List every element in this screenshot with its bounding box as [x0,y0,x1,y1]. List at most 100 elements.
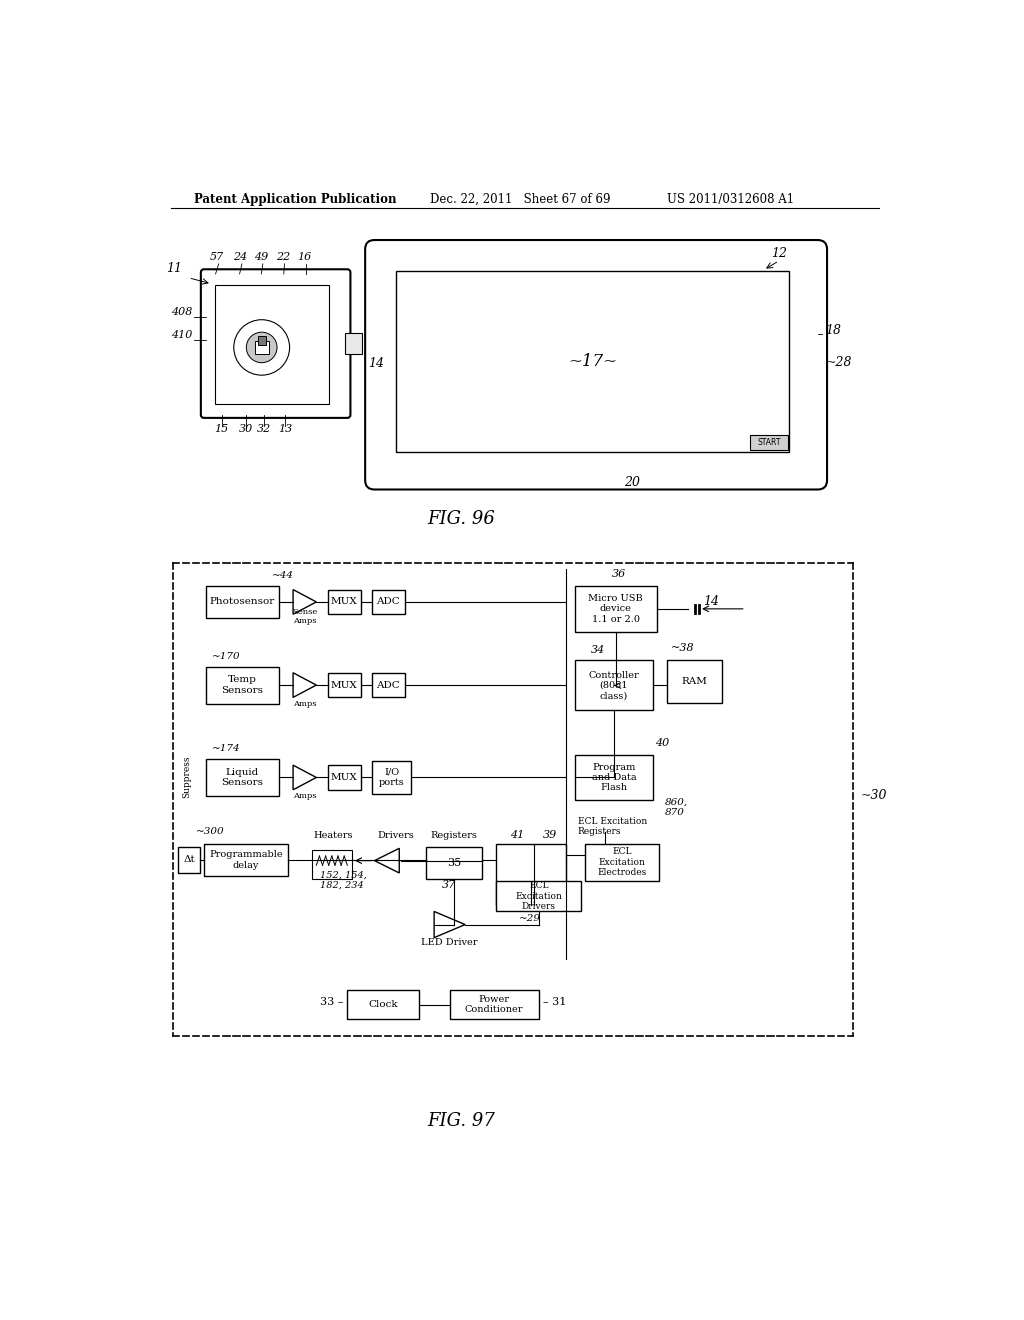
Text: Drivers: Drivers [377,830,414,840]
FancyBboxPatch shape [201,269,350,418]
Text: 15: 15 [215,424,229,434]
Text: 13: 13 [279,424,293,434]
Text: ECL
Excitation
Drivers: ECL Excitation Drivers [515,882,562,911]
Text: 11: 11 [166,263,182,276]
Bar [258,335,265,345]
Text: – 31: – 31 [543,997,566,1007]
Text: Patent Application Publication: Patent Application Publication [194,193,396,206]
Text: ~174: ~174 [212,744,241,754]
Text: Photosensor: Photosensor [210,598,274,606]
Text: 40: 40 [655,738,670,748]
Text: 37: 37 [442,880,456,891]
Bar [311,850,352,879]
Bar [575,755,652,800]
Bar [426,847,482,879]
Text: LED Driver: LED Driver [421,939,478,948]
Bar [206,759,280,796]
Text: Program
and Data
Flash: Program and Data Flash [592,763,636,792]
Text: Dec. 22, 2011   Sheet 67 of 69: Dec. 22, 2011 Sheet 67 of 69 [430,193,610,206]
Text: Δt: Δt [183,855,196,865]
Text: Amps: Amps [293,792,316,800]
Bar [372,762,411,793]
Text: ~300: ~300 [197,828,225,837]
Text: 408: 408 [171,306,193,317]
Bar [178,847,200,873]
Bar [372,673,404,697]
FancyBboxPatch shape [366,240,827,490]
Text: ~28: ~28 [825,356,852,370]
Text: 32: 32 [256,424,270,434]
Text: ~38: ~38 [671,643,694,653]
Text: Temp
Sensors: Temp Sensors [221,676,263,694]
Text: 12: 12 [771,247,787,260]
Text: Sense
Amps: Sense Amps [292,607,317,624]
Bar [496,880,582,911]
Text: 24: 24 [233,252,248,263]
Text: Power
Conditioner: Power Conditioner [465,995,523,1014]
Bar [345,333,362,354]
Text: 49: 49 [254,252,268,263]
Text: ADC: ADC [377,598,400,606]
Text: I/O
ports: I/O ports [379,768,404,787]
Text: MUX: MUX [331,598,357,606]
Text: Controller
(8051
class): Controller (8051 class) [589,671,639,701]
Text: 16: 16 [298,252,312,263]
Bar [496,843,566,906]
Bar [215,285,329,404]
Text: ~30: ~30 [860,789,887,803]
Text: RAM: RAM [682,677,708,686]
Text: 33 –: 33 – [321,997,344,1007]
Text: Heaters: Heaters [313,830,353,840]
Bar [328,766,360,789]
Text: 39: 39 [543,829,557,840]
Text: 20: 20 [624,475,640,488]
Text: 35: 35 [447,858,462,869]
Circle shape [247,333,278,363]
Text: Registers: Registers [430,830,477,840]
Text: 22: 22 [275,252,290,263]
Text: US 2011/0312608 A1: US 2011/0312608 A1 [667,193,794,206]
Bar [372,590,404,614]
Text: ~17~: ~17~ [568,352,617,370]
Text: Amps: Amps [293,700,316,708]
Text: 57: 57 [210,252,224,263]
Text: MUX: MUX [331,681,357,689]
Bar [586,843,658,880]
Text: 36: 36 [612,569,627,578]
Bar [204,843,288,876]
Text: 41: 41 [510,829,524,840]
Text: Liquid
Sensors: Liquid Sensors [221,768,263,787]
Text: Clock: Clock [369,1001,397,1008]
Text: 14: 14 [369,356,384,370]
Text: 30: 30 [239,424,253,434]
Text: MUX: MUX [331,774,357,781]
Bar [751,434,787,450]
Text: FIG. 97: FIG. 97 [427,1111,496,1130]
Text: 152, 154,
182, 234: 152, 154, 182, 234 [321,870,367,890]
Text: 410: 410 [171,330,193,339]
Bar [255,341,268,354]
Bar [396,271,790,451]
Text: ~44: ~44 [272,572,294,579]
Bar [328,590,360,614]
Text: ECL Excitation
Registers: ECL Excitation Registers [578,817,647,836]
Text: START: START [757,438,780,447]
Text: FIG. 96: FIG. 96 [427,510,496,528]
Text: 14: 14 [703,595,719,609]
Text: 34: 34 [591,644,605,655]
Bar [347,990,419,1019]
Bar [206,667,280,704]
Text: ~170: ~170 [212,652,241,661]
Bar [575,660,652,710]
Text: ~29: ~29 [519,913,542,923]
Text: Programmable
delay: Programmable delay [209,850,283,870]
Text: 18: 18 [825,323,842,337]
Bar [667,660,722,702]
Text: Suppress: Suppress [182,755,191,797]
Bar [575,586,656,632]
Text: ADC: ADC [377,681,400,689]
Text: Micro USB
device
1.1 or 2.0: Micro USB device 1.1 or 2.0 [589,594,643,624]
Bar [206,586,280,618]
Text: 860,
870: 860, 870 [665,797,688,817]
Bar [328,673,360,697]
